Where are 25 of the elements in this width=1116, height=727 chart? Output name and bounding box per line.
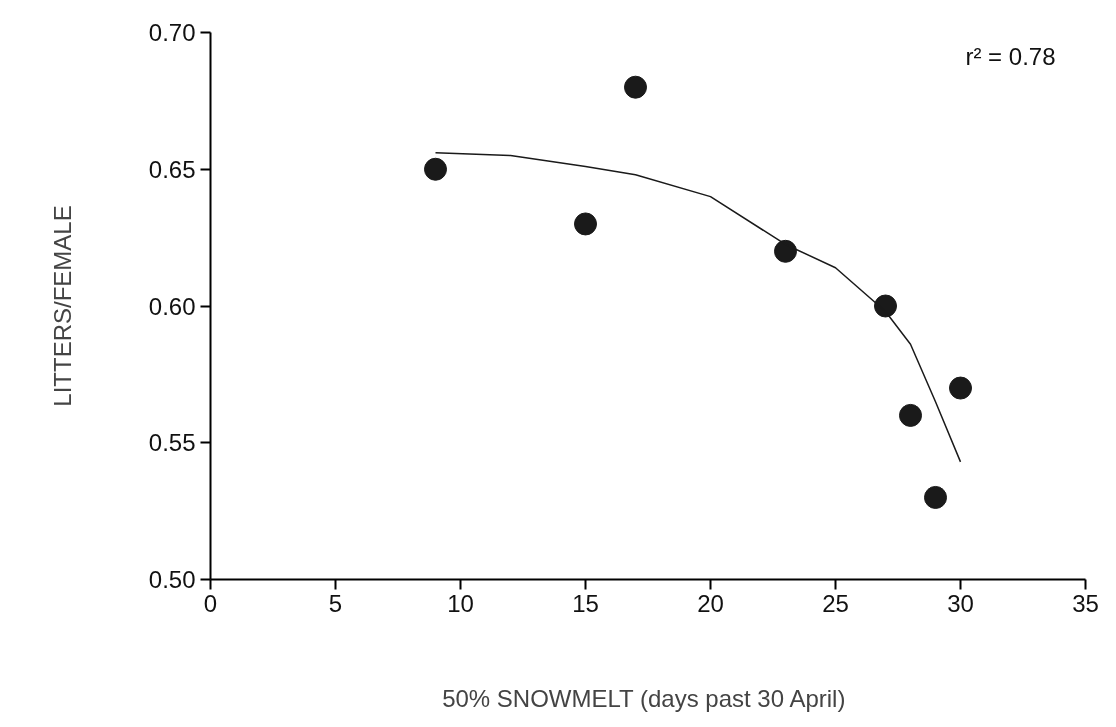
point — [949, 376, 972, 400]
x-tick-label: 0 — [203, 589, 218, 617]
x-axis-title: 50% SNOWMELT (days past 30 April) — [442, 684, 846, 712]
line-series — [434, 152, 962, 463]
x-tick-label: 15 — [572, 589, 599, 617]
y-tick-label: 0.55 — [148, 429, 196, 457]
x-tick-label: 30 — [947, 589, 974, 617]
x-tick-label: 20 — [697, 589, 724, 617]
point — [924, 485, 947, 509]
y-tick-label: 0.60 — [148, 292, 196, 320]
annotation: r² = 0.78 — [965, 42, 1056, 70]
x-tick-label: 35 — [1072, 589, 1099, 617]
point — [424, 157, 447, 181]
x-tick-label: 5 — [328, 589, 343, 617]
y-tick-label: 0.70 — [148, 19, 196, 46]
point — [874, 294, 897, 318]
point — [899, 403, 922, 427]
x-tick-label: 25 — [822, 589, 849, 617]
y-tick-label: 0.50 — [148, 566, 196, 593]
y-tick-label: 0.65 — [148, 155, 196, 183]
point — [574, 212, 597, 236]
x-tick-label: 10 — [447, 589, 474, 617]
point — [774, 239, 797, 263]
point — [624, 75, 647, 99]
y-axis-title: LITTERS/FEMALE — [48, 205, 76, 407]
